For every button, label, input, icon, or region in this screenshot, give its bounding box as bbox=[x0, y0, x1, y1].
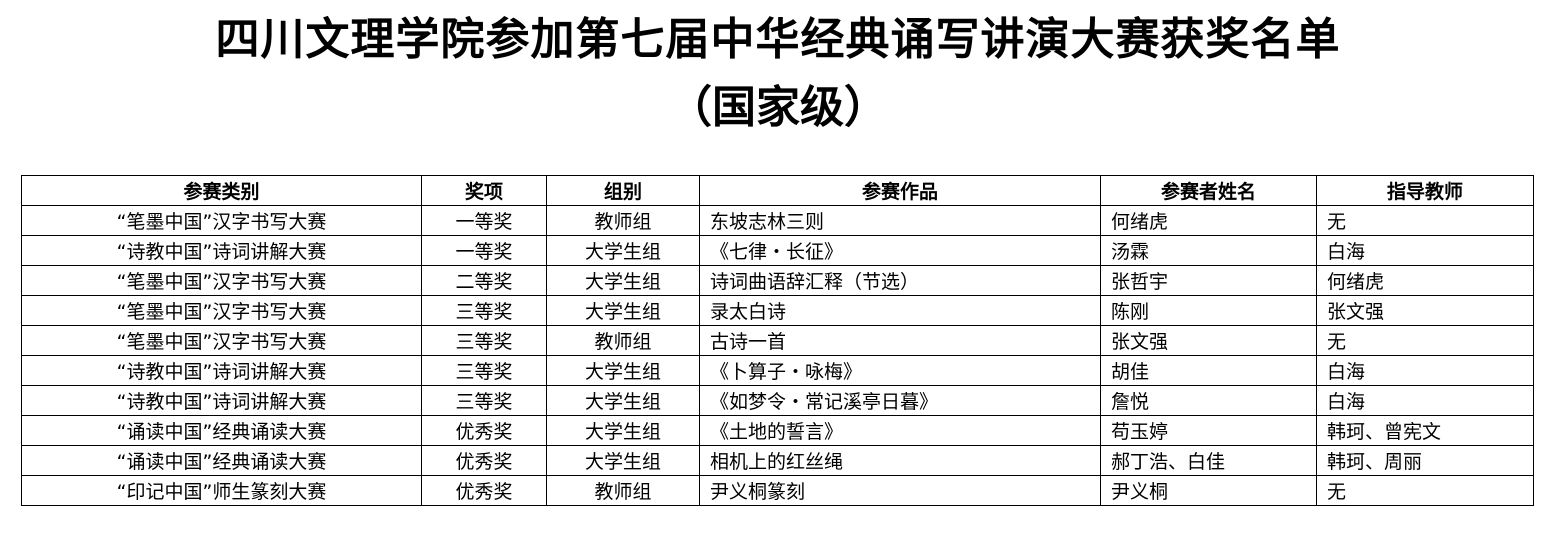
cell-category: “笔墨中国”汉字书写大赛 bbox=[21, 295, 422, 326]
cell-award: 三等奖 bbox=[421, 385, 547, 416]
cell-advisor: 张文强 bbox=[1316, 295, 1534, 326]
cell-participant: 何绪虎 bbox=[1100, 205, 1317, 236]
table-row: “笔墨中国”汉字书写大赛 二等奖 大学生组 诗词曲语辞汇释（节选） 张哲宇 何绪虎 bbox=[21, 265, 1534, 296]
cell-advisor: 白海 bbox=[1316, 385, 1534, 416]
cell-advisor: 韩珂、周丽 bbox=[1316, 445, 1534, 476]
table-row: “笔墨中国”汉字书写大赛 一等奖 教师组 东坡志林三则 何绪虎无 bbox=[21, 205, 1534, 236]
document-title: 四川文理学院参加第七届中华经典诵写讲演大赛获奖名单 bbox=[215, 14, 1341, 65]
cell-advisor: 何绪虎 bbox=[1316, 265, 1534, 296]
award-table: 参赛类别 奖项 组别 参赛作品 参赛者姓名 指导教师 “笔墨中国”汉字书写大赛一… bbox=[21, 175, 1534, 506]
header-advisor: 指导教师 bbox=[1316, 175, 1534, 206]
cell-award: 一等奖 bbox=[421, 205, 547, 236]
cell-work: 《七律・长征》 bbox=[699, 235, 1101, 266]
cell-category: “笔墨中国”汉字书写大赛 bbox=[21, 325, 422, 356]
cell-category: “笔墨中国”汉字书写大赛 bbox=[21, 205, 422, 236]
cell-award: 优秀奖 bbox=[421, 445, 547, 476]
header-award: 奖项 bbox=[421, 175, 547, 206]
cell-work: 《土地的誓言》 bbox=[699, 415, 1101, 446]
table-row: “诵读中国”经典诵读大赛 优秀奖 大学生组 相机上的红丝绳 郝丁浩、白佳 韩珂、周丽 bbox=[21, 445, 1534, 476]
cell-work: 尹义桐篆刻 bbox=[699, 475, 1101, 506]
table-row: “笔墨中国”汉字书写大赛 三等奖 教师组 古诗一首 张文强无 bbox=[21, 325, 1534, 356]
cell-work: 相机上的红丝绳 bbox=[699, 445, 1101, 476]
cell-work: 《卜算子・咏梅》 bbox=[699, 355, 1101, 386]
cell-participant: 陈刚 bbox=[1100, 295, 1317, 326]
cell-work: 古诗一首 bbox=[699, 325, 1101, 356]
cell-advisor: 无 bbox=[1316, 325, 1534, 356]
cell-group: 大学生组 bbox=[546, 265, 700, 296]
cell-group: 教师组 bbox=[546, 325, 700, 356]
cell-award: 三等奖 bbox=[421, 295, 547, 326]
cell-work: 《如梦令・常记溪亭日暮》 bbox=[699, 385, 1101, 416]
cell-award: 优秀奖 bbox=[421, 475, 547, 506]
cell-work: 东坡志林三则 bbox=[699, 205, 1101, 236]
cell-participant: 詹悦 bbox=[1100, 385, 1317, 416]
cell-participant: 胡佳 bbox=[1100, 355, 1317, 386]
cell-category: “印记中国”师生篆刻大赛 bbox=[21, 475, 422, 506]
cell-participant: 张哲宇 bbox=[1100, 265, 1317, 296]
cell-group: 大学生组 bbox=[546, 235, 700, 266]
cell-group: 大学生组 bbox=[546, 415, 700, 446]
cell-award: 一等奖 bbox=[421, 235, 547, 266]
table-row: “诗教中国”诗词讲解大赛 三等奖 大学生组 《卜算子・咏梅》 胡佳 白海 bbox=[21, 355, 1534, 386]
cell-group: 大学生组 bbox=[546, 355, 700, 386]
cell-participant: 尹义桐 bbox=[1100, 475, 1317, 506]
cell-award: 三等奖 bbox=[421, 325, 547, 356]
cell-work: 诗词曲语辞汇释（节选） bbox=[699, 265, 1101, 296]
document-subtitle: （国家级） bbox=[668, 82, 888, 133]
cell-group: 大学生组 bbox=[546, 445, 700, 476]
cell-category: “诗教中国”诗词讲解大赛 bbox=[21, 355, 422, 386]
header-participant: 参赛者姓名 bbox=[1100, 175, 1317, 206]
cell-award: 三等奖 bbox=[421, 355, 547, 386]
cell-participant: 汤霖 bbox=[1100, 235, 1317, 266]
cell-advisor: 韩珂、曾宪文 bbox=[1316, 415, 1534, 446]
table-header-row: 参赛类别 奖项 组别 参赛作品 参赛者姓名 指导教师 bbox=[21, 175, 1534, 206]
cell-group: 教师组 bbox=[546, 475, 700, 506]
cell-category: “诵读中国”经典诵读大赛 bbox=[21, 415, 422, 446]
cell-group: 教师组 bbox=[546, 205, 700, 236]
cell-award: 二等奖 bbox=[421, 265, 547, 296]
cell-group: 大学生组 bbox=[546, 385, 700, 416]
cell-participant: 郝丁浩、白佳 bbox=[1100, 445, 1317, 476]
table-row: “诵读中国”经典诵读大赛 优秀奖 大学生组 《土地的誓言》 苟玉婷 韩珂、曾宪文 bbox=[21, 415, 1534, 446]
cell-advisor: 白海 bbox=[1316, 355, 1534, 386]
cell-category: “笔墨中国”汉字书写大赛 bbox=[21, 265, 422, 296]
table-row: “笔墨中国”汉字书写大赛 三等奖 大学生组 录太白诗 陈刚 张文强 bbox=[21, 295, 1534, 326]
cell-advisor: 无 bbox=[1316, 475, 1534, 506]
cell-category: “诗教中国”诗词讲解大赛 bbox=[21, 235, 422, 266]
table-row: “印记中国”师生篆刻大赛 优秀奖 教师组 尹义桐篆刻 尹义桐无 bbox=[21, 475, 1534, 506]
cell-award: 优秀奖 bbox=[421, 415, 547, 446]
cell-category: “诗教中国”诗词讲解大赛 bbox=[21, 385, 422, 416]
cell-advisor: 白海 bbox=[1316, 235, 1534, 266]
cell-group: 大学生组 bbox=[546, 295, 700, 326]
header-group: 组别 bbox=[546, 175, 700, 206]
cell-category: “诵读中国”经典诵读大赛 bbox=[21, 445, 422, 476]
cell-participant: 张文强 bbox=[1100, 325, 1317, 356]
table-row: “诗教中国”诗词讲解大赛 三等奖 大学生组 《如梦令・常记溪亭日暮》 詹悦 白海 bbox=[21, 385, 1534, 416]
cell-participant: 苟玉婷 bbox=[1100, 415, 1317, 446]
cell-work: 录太白诗 bbox=[699, 295, 1101, 326]
header-category: 参赛类别 bbox=[21, 175, 422, 206]
cell-advisor: 无 bbox=[1316, 205, 1534, 236]
header-work: 参赛作品 bbox=[699, 175, 1101, 206]
table-row: “诗教中国”诗词讲解大赛 一等奖 大学生组 《七律・长征》 汤霖 白海 bbox=[21, 235, 1534, 266]
